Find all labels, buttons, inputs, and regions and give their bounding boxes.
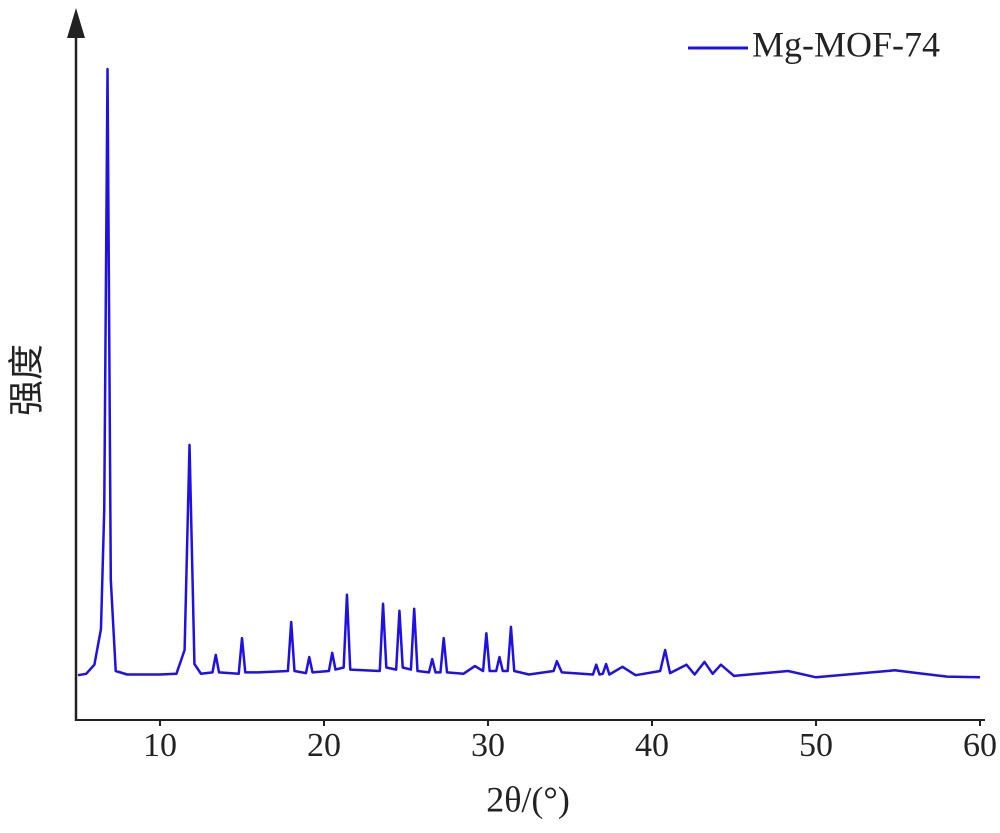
x-tick-label: 20 bbox=[307, 727, 341, 764]
x-tick-label: 40 bbox=[635, 727, 669, 764]
x-tick-label: 30 bbox=[471, 727, 505, 764]
x-tick-label: 60 bbox=[963, 727, 997, 764]
x-tick-label: 10 bbox=[143, 727, 177, 764]
data-line bbox=[77, 67, 981, 679]
y-axis-arrow bbox=[67, 8, 85, 38]
y-axis-label: 强度 bbox=[6, 344, 46, 416]
legend-label: Mg-MOF-74 bbox=[752, 24, 940, 64]
x-tick-label: 50 bbox=[799, 727, 833, 764]
x-axis-label: 2θ/(°) bbox=[486, 779, 570, 819]
